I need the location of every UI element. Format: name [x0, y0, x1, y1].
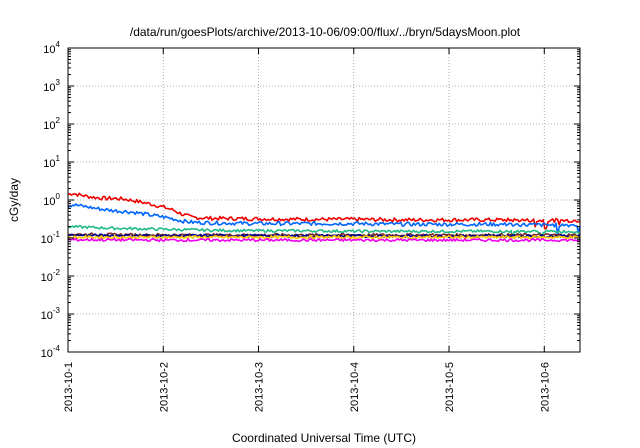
- y-tick-label: 102: [43, 116, 60, 132]
- y-tick-label: 103: [43, 78, 60, 94]
- y-tick-label: 10-1: [41, 230, 61, 246]
- y-tick-label: 10-2: [41, 268, 61, 284]
- x-axis-label: Coordinated Universal Time (UTC): [232, 431, 416, 445]
- x-tick-label: 2013-10-6: [539, 362, 551, 412]
- y-tick-label: 10-4: [41, 344, 61, 360]
- x-tick-label: 2013-10-1: [63, 362, 75, 412]
- series-line: [67, 235, 581, 240]
- x-tick-label: 2013-10-5: [444, 362, 456, 412]
- x-tick-label: 2013-10-3: [254, 362, 266, 412]
- series-layer: [67, 192, 581, 243]
- series-line: [67, 203, 581, 236]
- chart-title: /data/run/goesPlots/archive/2013-10-06/0…: [130, 25, 521, 39]
- series-line: [67, 237, 581, 243]
- y-tick-label: 100: [43, 192, 60, 208]
- series-line: [67, 224, 581, 242]
- y-axis-label: cGy/day: [7, 178, 21, 222]
- y-axis: 104 103 102 101 100 10-1 10-2 10-3 10-4: [41, 40, 580, 360]
- x-tick-label: 2013-10-2: [158, 362, 170, 412]
- y-tick-label: 101: [43, 154, 60, 170]
- series-line: [67, 192, 581, 230]
- grid: [68, 48, 580, 352]
- x-tick-label: 2013-10-4: [349, 362, 361, 412]
- x-axis: 2013-10-1 2013-10-2 2013-10-3 2013-10-4 2013…: [63, 48, 551, 412]
- y-tick-label: 10-3: [41, 306, 61, 322]
- y-tick-label: 104: [43, 40, 60, 56]
